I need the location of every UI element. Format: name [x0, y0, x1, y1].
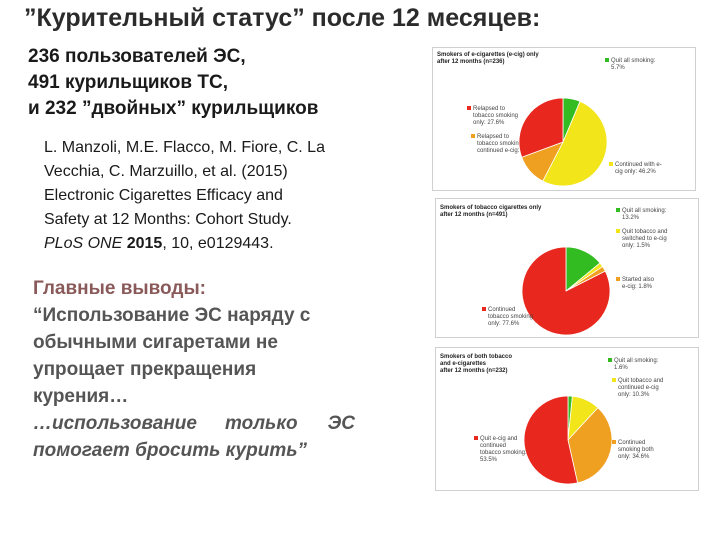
- pie-slice-label: Started also: [622, 277, 655, 283]
- pie-slice: [567, 407, 613, 484]
- legend-swatch: [612, 378, 616, 382]
- pie-slice-label: smoking both: [618, 447, 654, 453]
- citation-line-3: Electronic Cigarettes Efficacy and: [44, 187, 283, 204]
- pie-slice: [523, 395, 579, 485]
- slide-title: ”Курительный статус” после 12 месяцев:: [24, 4, 541, 32]
- stats-line-ecig: 236 пользователей ЭС,: [28, 46, 246, 67]
- pie-slice-label: 1.6%: [614, 365, 628, 371]
- pie-chart-tobacco: Smokers of tobacco cigarettes onlyafter …: [440, 205, 667, 336]
- pie-slice-label: only: 77.6%: [488, 321, 520, 327]
- pie-slice-label: tobacco smoking:: [480, 450, 527, 456]
- pie-slice-label: 13.2%: [622, 215, 640, 221]
- conclusion-line-5-c: ЭС: [327, 413, 355, 434]
- legend-swatch: [616, 208, 620, 212]
- stats-line-dual: и 232 ”двойных” курильщиков: [28, 98, 319, 119]
- pie-slice-label: 5.7%: [611, 65, 625, 71]
- pie-panel-tobacco: Smokers of tobacco cigarettes only after …: [435, 198, 699, 338]
- citation-line-2: Vecchia, C. Marzuillo, et al. (2015): [44, 163, 288, 180]
- stats-line-tobacco: 491 курильщиков ТС,: [28, 72, 228, 93]
- pie-title-line: after 12 months (n=236): [437, 59, 505, 65]
- pie-title-line: and e-cigarettes: [440, 361, 487, 367]
- pie-slice: [518, 97, 564, 158]
- pie-slice-label: only: 1.5%: [622, 243, 651, 249]
- pie-slice-label: tobacco smoking: [488, 314, 533, 320]
- pie-title-line: after 12 months (n=491): [440, 212, 508, 218]
- legend-swatch: [608, 358, 612, 362]
- pie-slice-label: continued: [480, 443, 506, 449]
- conclusion-line-1: “Использование ЭС наряду с: [33, 305, 311, 326]
- conclusion-line-2: обычными сигаретами не: [33, 332, 278, 353]
- pie-slice-label: Quit tobacco and: [618, 378, 663, 384]
- pie-slice-label: tobacco smoking: [473, 113, 518, 119]
- pie-slice-label: Continued: [618, 440, 645, 446]
- legend-swatch: [616, 229, 620, 233]
- legend-swatch: [616, 277, 620, 281]
- legend-swatch: [609, 162, 613, 166]
- pie-title-line: Smokers of both tobacco: [440, 354, 512, 360]
- conclusion-line-4: курения…: [33, 386, 129, 407]
- pie-slice: [521, 246, 611, 336]
- conclusions-text: “Использование ЭС наряду с обычными сига…: [33, 302, 433, 464]
- pie-slice-label: Continued with e-: [615, 162, 662, 168]
- pie-title-line: Smokers of tobacco cigarettes only: [440, 205, 542, 211]
- sample-stats: 236 пользователей ЭС, 491 курильщиков ТС…: [28, 44, 318, 122]
- pie-slice-label: Quit tobacco and: [622, 229, 667, 235]
- pie-slice-label: Relapsed to: [477, 134, 510, 140]
- pie-slice-label: switched to e-cig: [622, 236, 667, 242]
- pie-slice-label: only: 27.6%: [473, 120, 505, 126]
- pie-slice-label: 53.5%: [480, 457, 498, 463]
- pie-slice-label: tobacco smoking and: [477, 141, 534, 147]
- pie-slice-label: Quit all smoking:: [611, 58, 656, 64]
- conclusions-heading: Главные выводы:: [33, 278, 206, 299]
- pie-slice-label: continued e-cig: [618, 385, 659, 391]
- pie-slice-label: e-cig: 1.8%: [622, 284, 653, 290]
- conclusion-line-6: помогает бросить курить”: [33, 440, 307, 461]
- pie-slice-label: Continued: [488, 307, 515, 313]
- legend-swatch: [474, 436, 478, 440]
- pie-title-line: Smokers of e-cigarettes (e-cig) only: [437, 52, 539, 58]
- pie-slice-label: only: 34.6%: [618, 454, 650, 460]
- legend-swatch: [612, 440, 616, 444]
- pie-chart-ecig: Smokers of e-cigarettes (e-cig) onlyafte…: [437, 52, 662, 187]
- conclusion-line-5-b: только: [224, 413, 298, 434]
- citation-line-1: L. Manzoli, M.E. Flacco, M. Fiore, C. La: [44, 139, 325, 156]
- pie-slice-label: Quit all smoking:: [614, 358, 659, 364]
- pie-slice: [542, 100, 608, 187]
- pie-panel-ecig: Smokers of e-cigarettes (e-cig) only afte…: [432, 47, 696, 191]
- legend-swatch: [482, 307, 486, 311]
- pie-slice-label: only: 10.3%: [618, 392, 650, 398]
- legend-swatch: [467, 106, 471, 110]
- pie-slice-label: Quit e-cig and: [480, 436, 517, 442]
- legend-swatch: [605, 58, 609, 62]
- pie-panel-dual: Smokers of both tobacco and e-cigarettes a…: [435, 347, 699, 491]
- legend-swatch: [471, 134, 475, 138]
- conclusion-line-5: …использование только ЭС: [33, 410, 433, 437]
- conclusion-line-5-a: …использование: [33, 413, 197, 434]
- citation-line-4: Safety at 12 Months: Cohort Study.: [44, 211, 292, 228]
- pie-title-line: after 12 months (n=232): [440, 368, 508, 374]
- pie-slice-label: Relapsed to: [473, 106, 506, 112]
- citation-year: 2015: [126, 235, 163, 252]
- pie-slice-label: Quit all smoking:: [622, 208, 667, 214]
- conclusion-line-3: упрощает прекращения: [33, 359, 257, 380]
- citation: L. Manzoli, M.E. Flacco, M. Fiore, C. La…: [44, 136, 414, 256]
- citation-rest: , 10, e0129443.: [162, 235, 274, 252]
- citation-line-5: PLoS ONE 2015, 10, e0129443.: [44, 232, 414, 256]
- pie-slice-label: cig only: 46.2%: [615, 169, 656, 175]
- citation-journal: PLoS ONE: [44, 235, 123, 252]
- pie-slice-label: continued e-cig: 10.6%: [477, 148, 539, 154]
